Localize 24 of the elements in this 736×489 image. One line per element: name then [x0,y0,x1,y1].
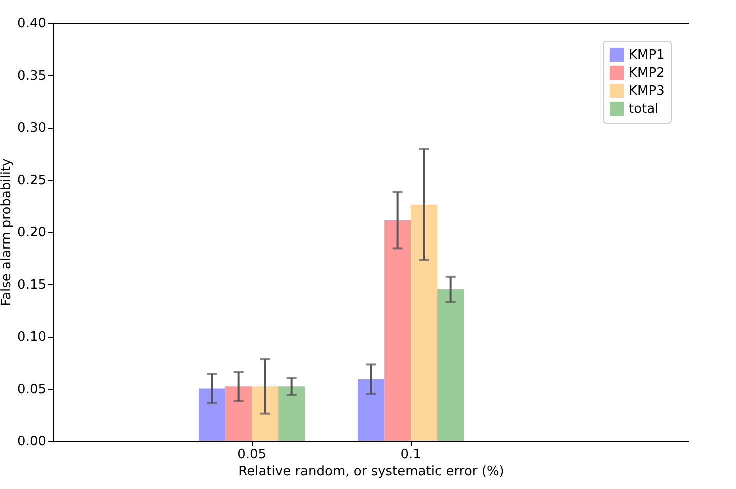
bar [384,220,412,441]
y-tick-label: 0.40 [18,16,46,32]
y-tick-label: 0.30 [18,121,46,136]
y-tick-label: 0.10 [18,330,46,345]
y-axis-title: False alarm probability [0,158,15,306]
x-axis-title: Relative random, or systematic error (%) [238,464,504,480]
bar [252,386,279,441]
x-tick-label: 0.1 [400,448,422,462]
legend-label: KMP1 [629,48,665,63]
legend-label: KMP3 [629,84,665,99]
legend-label: KMP2 [629,66,665,81]
bar [226,386,252,441]
bar [278,386,306,441]
y-tick-label: 0.00 [18,434,46,450]
bar [411,204,438,441]
y-tick-label: 0.35 [18,68,46,84]
bar [358,379,385,441]
y-tick-label: 0.25 [18,173,46,188]
y-tick-label: 0.20 [18,226,46,240]
bar [438,289,464,441]
bar [199,388,226,441]
y-tick-label: 0.15 [18,278,46,293]
legend-label: total [629,102,659,117]
y-tick-label: 0.05 [18,382,46,398]
